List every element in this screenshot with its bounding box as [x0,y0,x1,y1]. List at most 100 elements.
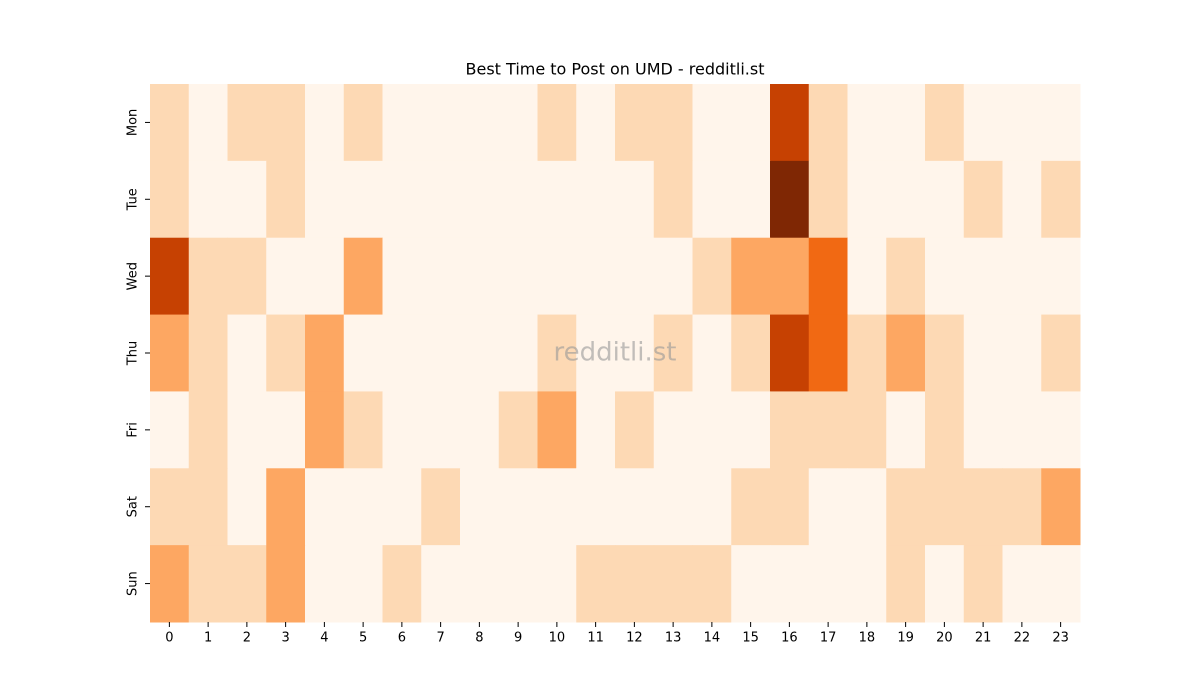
heat-cell [886,391,926,469]
x-tick-label: 4 [320,631,328,646]
chart-title: Best Time to Post on UMD - redditli.st [466,60,765,79]
heat-cell [692,84,732,162]
heat-cell [460,314,500,392]
x-tick-label: 21 [975,631,992,646]
heat-cell [1041,314,1081,392]
heat-cell [731,237,771,316]
heat-cell [963,160,1003,239]
heat-cell [382,160,422,239]
heat-cell [808,391,848,469]
heat-cell [1041,237,1081,316]
heat-cell [382,314,422,392]
heat-cell [847,468,887,546]
heat-cell [963,84,1003,162]
x-tick-label: 2 [243,631,251,646]
heat-cell [615,84,655,162]
heat-cell [421,84,461,162]
heat-cell [770,545,810,623]
heat-cell [305,391,345,469]
x-tick-label: 8 [475,631,483,646]
y-tick-label: Sun [126,571,141,596]
heat-cell [808,160,848,239]
heat-cell [731,391,771,469]
heat-cell [808,468,848,546]
heat-cell [808,237,848,316]
heat-cell [266,468,306,546]
x-tick-label: 22 [1014,631,1031,646]
y-tick-label: Mon [126,109,141,136]
heat-cell [537,391,577,469]
x-tick-label: 12 [626,631,643,646]
heat-cell [188,84,228,162]
heat-cell [1002,545,1042,623]
heat-cell [576,160,616,239]
heat-cell [498,391,538,469]
x-tick-label: 19 [897,631,914,646]
heat-cell [421,314,461,392]
heat-cell [886,314,926,392]
heat-cell [963,545,1003,623]
y-tick-label: Tue [126,188,141,211]
heat-cell [770,237,810,316]
heat-cell [925,468,965,546]
heat-cell [1041,391,1081,469]
heat-cell [227,237,267,316]
y-tick-label: Wed [126,262,141,290]
heat-cell [576,84,616,162]
heat-cell [615,468,655,546]
heat-cell [653,314,693,392]
y-tick-label: Sat [126,496,141,517]
x-tick-label: 5 [359,631,367,646]
heat-cell [770,84,810,162]
heat-cell [460,237,500,316]
heat-cell [188,314,228,392]
heat-cell [653,468,693,546]
x-tick-label: 17 [820,631,837,646]
heat-cell [343,84,383,162]
heat-cell [150,314,190,392]
heat-cell [460,468,500,546]
heat-cell [615,391,655,469]
heat-cell [150,391,190,469]
heat-cell [731,314,771,392]
heat-cell [770,160,810,239]
heat-cell [576,237,616,316]
heat-cell [150,84,190,162]
x-tick-label: 14 [704,631,721,646]
x-tick-label: 11 [587,631,604,646]
heat-cell [925,160,965,239]
heat-cell [886,84,926,162]
heat-cell [615,545,655,623]
x-tick-label: 18 [859,631,876,646]
heat-cell [692,545,732,623]
heat-cell [343,468,383,546]
x-tick-label: 9 [514,631,522,646]
heat-cell [1002,391,1042,469]
heat-cell [653,545,693,623]
heat-cell [653,84,693,162]
heat-cell [460,84,500,162]
heat-cell [498,160,538,239]
heat-cell [227,160,267,239]
heat-cell [537,545,577,623]
heat-cell [227,84,267,162]
x-tick-label: 10 [549,631,566,646]
heat-cell [343,160,383,239]
heat-cell [460,545,500,623]
heat-cell [925,314,965,392]
heat-cell [731,84,771,162]
heat-cell [150,237,190,316]
heat-cell [847,314,887,392]
heat-cell [421,237,461,316]
heat-cell [382,468,422,546]
heat-cell [266,391,306,469]
heat-cell [1002,314,1042,392]
heat-cell [537,84,577,162]
heat-cell [305,84,345,162]
heat-cell [188,468,228,546]
x-tick-label: 7 [436,631,444,646]
heat-cell [963,468,1003,546]
watermark: redditli.st [554,338,677,368]
heat-cell [847,160,887,239]
heat-cell [615,314,655,392]
